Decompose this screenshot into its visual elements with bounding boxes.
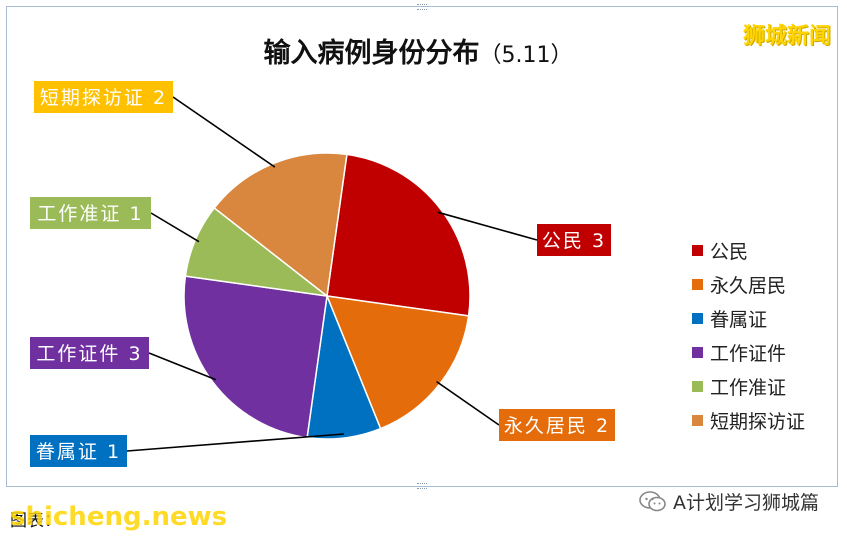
legend-swatch bbox=[692, 245, 703, 256]
watermark: shicheng.news bbox=[10, 502, 228, 532]
legend-swatch bbox=[692, 313, 703, 324]
brand-logo-text: 狮城新闻 bbox=[742, 24, 831, 49]
leader-lines bbox=[126, 96, 538, 452]
legend-label: 眷属证 bbox=[710, 309, 767, 331]
legend-swatch bbox=[692, 381, 703, 392]
svg-text:工作准证 1: 工作准证 1 bbox=[37, 203, 143, 225]
legend-label: 永久居民 bbox=[710, 275, 786, 297]
leader-line-work-pass bbox=[148, 352, 217, 381]
resize-handle-top[interactable] bbox=[417, 4, 427, 10]
data-label-work-permit: 工作准证 1 bbox=[30, 197, 151, 229]
legend-label: 公民 bbox=[710, 241, 748, 263]
wechat-account[interactable]: A计划学习狮城篇 bbox=[639, 488, 819, 515]
pie-slices bbox=[183, 152, 471, 440]
resize-handle-bottom[interactable] bbox=[417, 483, 427, 489]
legend-swatch bbox=[692, 415, 703, 426]
data-label-dependant-pass: 眷属证 1 bbox=[30, 435, 127, 467]
svg-text:公民 3: 公民 3 bbox=[542, 230, 606, 252]
data-label-permanent-resident: 永久居民 2 bbox=[499, 409, 615, 441]
leader-line-citizen bbox=[437, 211, 538, 241]
data-label-work-pass: 工作证件 3 bbox=[30, 337, 149, 369]
pie-slice-work-pass bbox=[183, 275, 328, 439]
svg-text:工作证件 3: 工作证件 3 bbox=[36, 343, 142, 365]
leader-line-work-permit bbox=[150, 212, 200, 243]
data-label-short-term-visit-pass: 短期探访证 2 bbox=[34, 81, 173, 113]
chart-title: 输入病例身份分布（5.11） bbox=[264, 37, 573, 69]
pie-slice-citizen bbox=[326, 153, 471, 317]
legend-label: 工作准证 bbox=[710, 377, 786, 399]
legend-item-short-term-visit-pass: 短期探访证 bbox=[692, 411, 805, 433]
legend-swatch bbox=[692, 347, 703, 358]
pie-slice-short-term-visit-pass bbox=[213, 152, 348, 298]
source-label: 图表： bbox=[10, 511, 61, 531]
legend-label: 短期探访证 bbox=[710, 411, 805, 433]
svg-text:永久居民 2: 永久居民 2 bbox=[504, 415, 610, 437]
legend-label: 工作证件 bbox=[710, 343, 786, 365]
wechat-icon bbox=[639, 490, 667, 513]
leader-line-permanent-resident bbox=[436, 380, 500, 426]
data-label-citizen: 公民 3 bbox=[537, 224, 611, 256]
leader-line-dependant-pass bbox=[126, 433, 344, 452]
legend-item-permanent-resident: 永久居民 bbox=[692, 275, 786, 297]
legend-swatch bbox=[692, 279, 703, 290]
legend-item-dependant-pass: 眷属证 bbox=[692, 309, 767, 331]
data-labels: 公民 3 永久居民 2 眷属证 1 工作证件 3 工作准证 1 短期探访证 2 bbox=[30, 81, 615, 467]
leader-line-short-term-visit-pass bbox=[172, 96, 276, 168]
svg-text:眷属证 1: 眷属证 1 bbox=[36, 441, 121, 463]
svg-text:短期探访证 2: 短期探访证 2 bbox=[40, 87, 167, 109]
legend-item-work-pass: 工作证件 bbox=[692, 343, 786, 365]
legend-item-citizen: 公民 bbox=[692, 241, 748, 263]
legend-item-work-permit: 工作准证 bbox=[692, 377, 786, 399]
chart-subtitle: （5.11） bbox=[480, 43, 573, 68]
wechat-account-name: A计划学习狮城篇 bbox=[673, 492, 819, 514]
